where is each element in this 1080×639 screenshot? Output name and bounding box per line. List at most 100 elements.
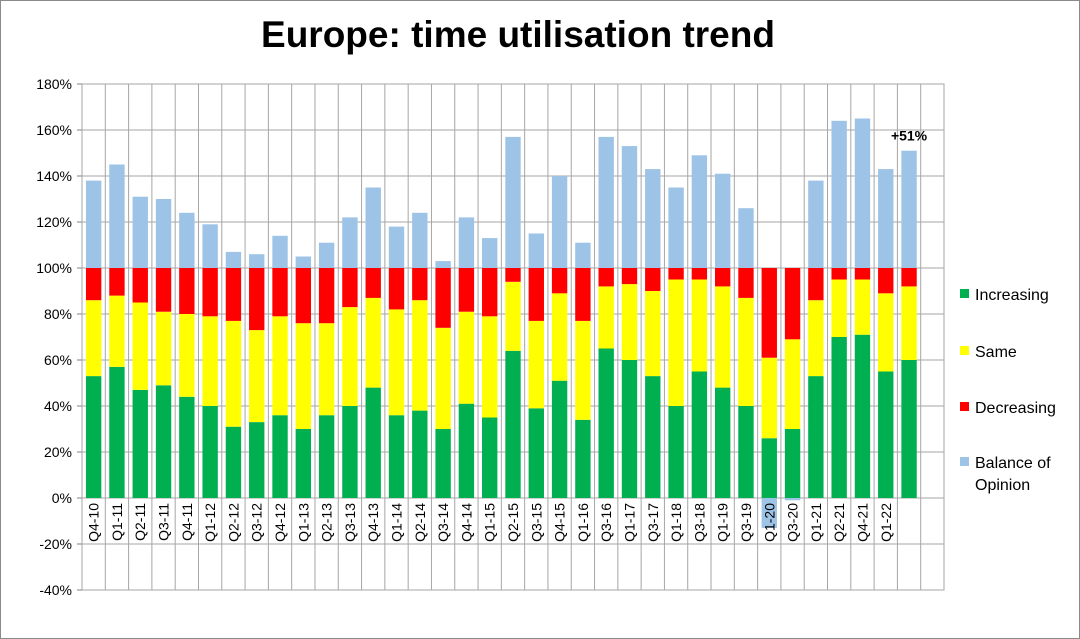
x-tick-label: Q2-14 — [412, 503, 428, 542]
bar-increasing — [575, 419, 591, 498]
x-tick-label: Q3-16 — [598, 503, 614, 542]
annotation-label: +51% — [891, 128, 928, 144]
bar-increasing — [808, 376, 824, 498]
bar-increasing — [388, 415, 405, 498]
bar-decreasing — [365, 268, 381, 298]
bar-decreasing — [132, 268, 148, 303]
bar-increasing — [598, 348, 614, 498]
x-tick-label: Q1-21 — [808, 503, 824, 542]
bar-same — [761, 357, 777, 439]
bar-increasing — [249, 422, 265, 498]
bar-same — [528, 320, 544, 409]
x-tick-label: Q3-11 — [156, 503, 172, 541]
bar-decreasing — [854, 268, 871, 280]
legend-label: Decreasing — [975, 400, 1056, 417]
bar-same — [458, 311, 475, 404]
bar-decreasing — [505, 268, 521, 282]
bar-balance-of-opinion — [784, 498, 801, 501]
x-tick-label: Q1-14 — [389, 503, 405, 542]
bar-balance-of-opinion — [691, 155, 708, 268]
bar-increasing — [318, 415, 335, 498]
bar-increasing — [761, 438, 777, 498]
bar-decreasing — [551, 268, 568, 294]
bar-balance-of-opinion — [155, 199, 172, 268]
x-tick-label: Q1-12 — [202, 503, 218, 542]
bar-balance-of-opinion — [272, 235, 288, 268]
bar-same — [878, 293, 894, 372]
bar-decreasing — [85, 268, 102, 301]
bar-decreasing — [179, 268, 195, 314]
bar-decreasing — [761, 268, 777, 358]
bar-increasing — [435, 429, 451, 498]
y-tick-label: 20% — [44, 444, 72, 460]
x-tick-label: Q3-15 — [528, 503, 544, 542]
bar-balance-of-opinion — [831, 120, 847, 268]
x-tick-label: Q1-18 — [668, 503, 684, 542]
x-tick-label: Q3-14 — [435, 503, 451, 542]
bar-increasing — [714, 387, 731, 498]
legend-swatch — [960, 346, 969, 355]
x-tick-label: Q2-13 — [319, 503, 335, 542]
bar-increasing — [854, 334, 871, 498]
x-tick-label: Q4-10 — [86, 503, 102, 542]
x-tick-label: Q2-15 — [505, 503, 521, 542]
bar-increasing — [458, 403, 475, 498]
bar-decreasing — [901, 268, 917, 287]
legend-swatch — [960, 289, 969, 298]
bar-decreasing — [249, 268, 265, 331]
y-tick-label: 60% — [44, 352, 72, 368]
bar-same — [901, 286, 917, 360]
bar-same — [784, 339, 801, 429]
legend-label: Same — [975, 344, 1017, 361]
bar-same — [225, 320, 242, 427]
bar-increasing — [482, 417, 498, 498]
bar-increasing — [878, 371, 894, 498]
bar-same — [365, 297, 381, 388]
bar-balance-of-opinion — [458, 217, 475, 268]
bar-balance-of-opinion — [342, 217, 358, 268]
bar-decreasing — [691, 268, 708, 280]
bar-same — [505, 281, 521, 351]
bar-balance-of-opinion — [202, 224, 218, 268]
bar-increasing — [831, 337, 847, 498]
bar-increasing — [691, 371, 708, 498]
y-tick-label: 80% — [44, 306, 72, 322]
x-tick-label: Q3-20 — [785, 503, 801, 542]
y-tick-label: 140% — [36, 168, 72, 184]
x-tick-label: Q1-22 — [878, 503, 894, 542]
bar-decreasing — [598, 268, 614, 287]
bar-same — [155, 311, 172, 386]
x-tick-label: Q4-21 — [854, 503, 870, 542]
bar-increasing — [342, 406, 358, 498]
bar-decreasing — [318, 268, 335, 324]
x-tick-label: Q2-21 — [831, 503, 847, 542]
bar-decreasing — [831, 268, 847, 280]
bar-same — [202, 316, 218, 406]
bar-increasing — [295, 429, 312, 498]
bar-increasing — [621, 360, 638, 498]
y-tick-label: 0% — [52, 490, 72, 506]
bar-same — [482, 316, 498, 418]
bar-decreasing — [668, 268, 684, 280]
x-tick-label: Q1-19 — [715, 503, 731, 542]
bar-increasing — [202, 406, 218, 498]
bar-same — [435, 327, 451, 429]
bar-same — [295, 323, 312, 429]
bar-same — [854, 279, 871, 335]
bar-increasing — [85, 376, 102, 498]
bar-decreasing — [575, 268, 591, 321]
bar-same — [621, 284, 638, 360]
bar-increasing — [551, 380, 568, 498]
y-tick-label: 40% — [44, 398, 72, 414]
bar-balance-of-opinion — [132, 196, 148, 268]
bar-increasing — [784, 429, 801, 498]
bar-same — [738, 297, 754, 406]
bar-same — [109, 295, 125, 367]
bar-balance-of-opinion — [668, 187, 684, 268]
bar-increasing — [365, 387, 381, 498]
y-tick-label: 120% — [36, 214, 72, 230]
bar-increasing — [668, 406, 684, 498]
bar-decreasing — [784, 268, 801, 340]
bar-decreasing — [225, 268, 242, 321]
bar-decreasing — [342, 268, 358, 308]
